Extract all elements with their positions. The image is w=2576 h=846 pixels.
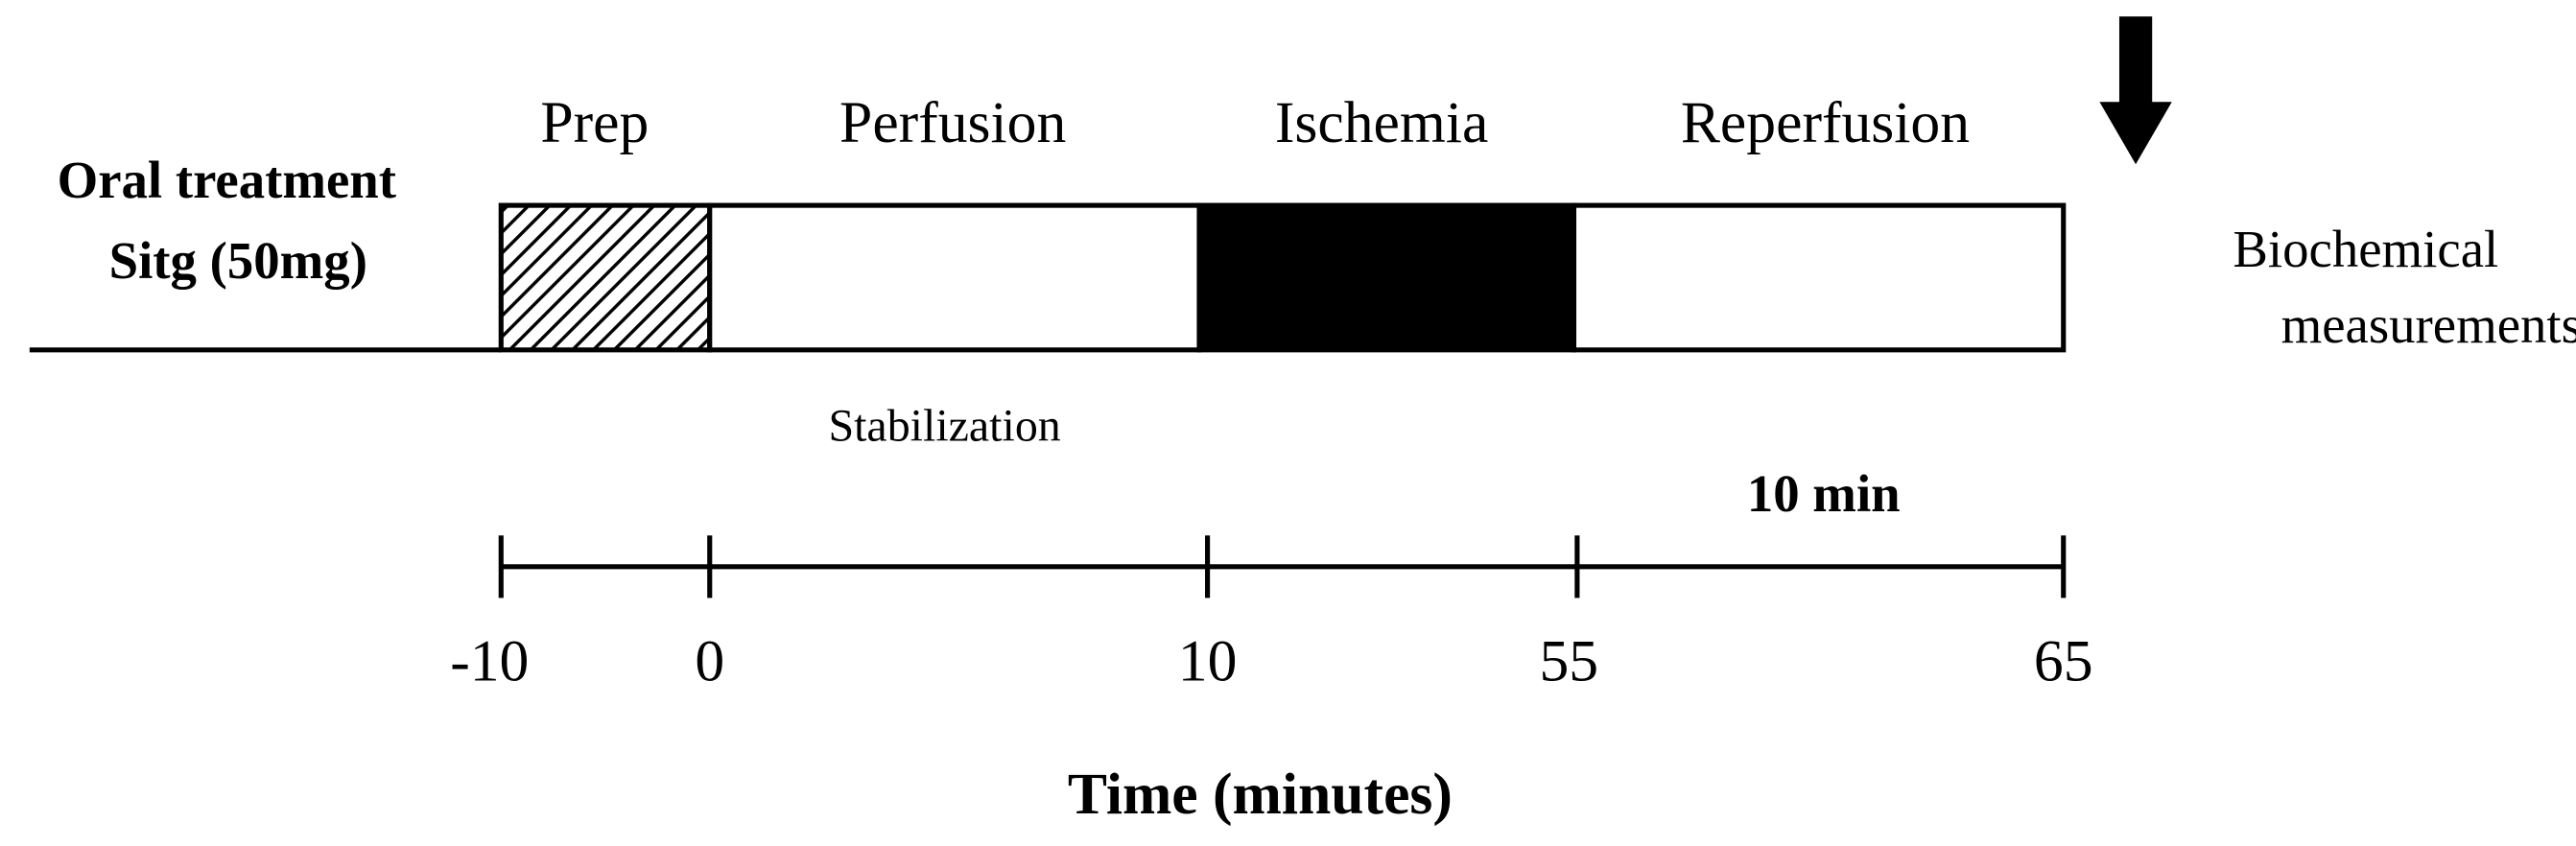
phase-label: Prep [540,90,649,155]
axis-title: Time (minutes) [1068,762,1453,827]
perfusion-block [707,202,1202,353]
arrow-shaft [2118,16,2153,112]
prep-block [498,202,713,353]
reperfusion-block [1571,202,2067,353]
phase-label: Reperfusion [1681,90,1970,155]
treatment-label: Oral treatment [58,151,396,209]
tick-label: -10 [450,628,529,693]
tick-label: 0 [695,628,724,693]
scale-note: 10 min [1747,464,1901,523]
treatment-dose: Sitg (50mg) [109,231,367,290]
phase-label: Perfusion [839,90,1066,155]
endpoint-label: Biochemical [2233,220,2498,278]
tick-label: 55 [1540,628,1599,693]
tick-label: 65 [2034,628,2093,693]
ischemia-block [1196,202,1577,353]
stabilization-label: Stabilization [828,401,1060,452]
tick-label: 10 [1178,628,1238,693]
arrow-head [2099,102,2172,165]
endpoint-label: measurements [2281,295,2576,354]
phase-label: Ischemia [1275,90,1488,155]
